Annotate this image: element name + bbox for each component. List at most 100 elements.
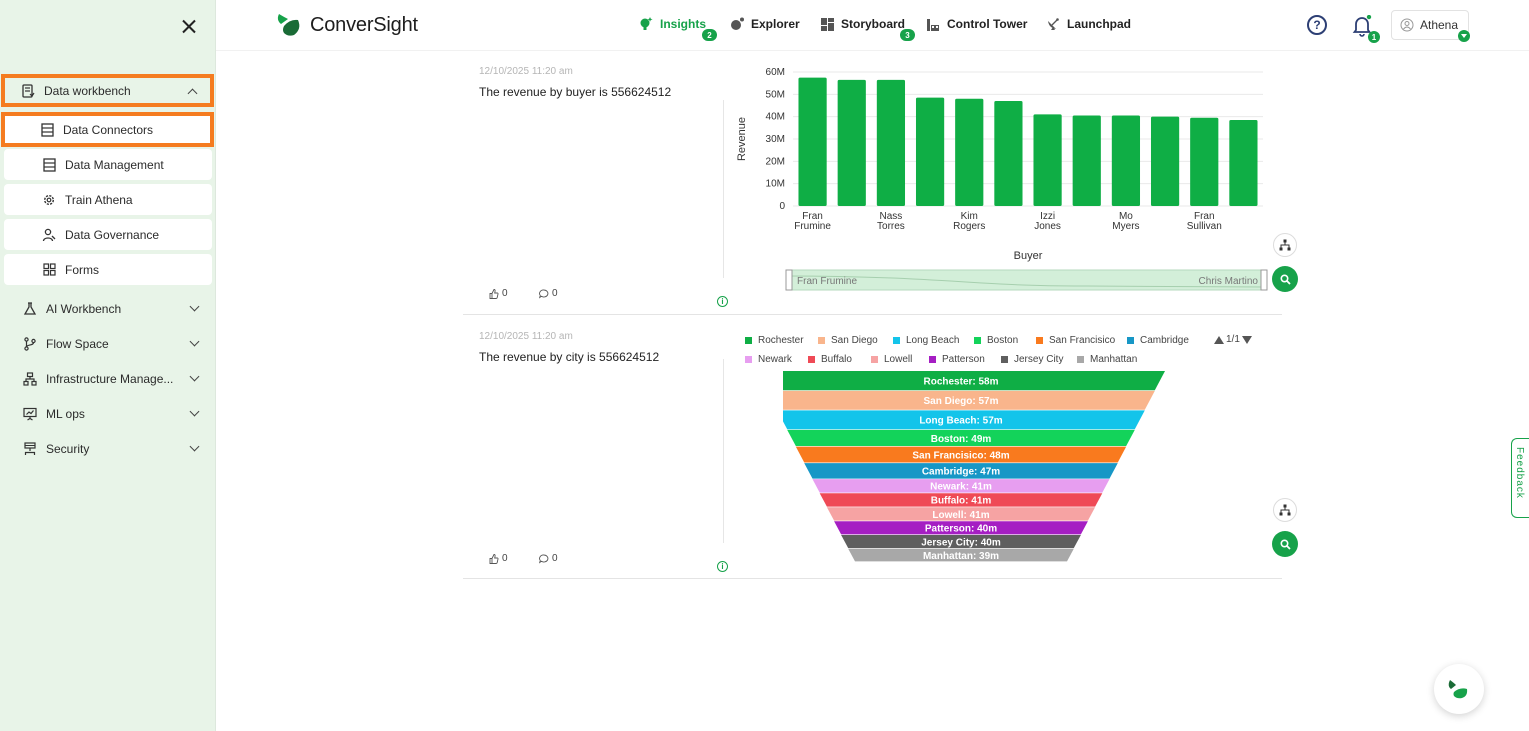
sidebar-item-train-athena[interactable]: Train Athena — [4, 184, 212, 215]
sidebar-group-infrastructure[interactable]: Infrastructure Manage... — [4, 364, 212, 394]
hierarchy-button[interactable] — [1273, 498, 1297, 522]
funnel-segment-11 — [848, 548, 1074, 562]
legend-swatch — [1127, 337, 1134, 344]
tab-storyboard[interactable]: Storyboard — [819, 16, 905, 32]
hierarchy-icon — [1279, 239, 1291, 251]
tab-label: Explorer — [751, 17, 800, 31]
info-icon[interactable]: i — [717, 296, 728, 307]
comment-button[interactable]: 0 — [539, 288, 558, 299]
feedback-tab[interactable]: Feedback — [1511, 438, 1529, 518]
legend-prev-icon[interactable] — [1214, 335, 1224, 344]
chevron-down-icon — [189, 301, 200, 312]
explorer-icon — [729, 16, 745, 32]
like-button[interactable]: 0 — [489, 553, 508, 564]
tower-icon — [925, 16, 941, 32]
bar-0 — [798, 77, 827, 206]
legend-item[interactable]: Lowell — [871, 354, 912, 365]
sidebar-item-label: Data Governance — [65, 227, 160, 242]
bar-1 — [837, 79, 866, 206]
funnel-segment-4 — [795, 446, 1127, 463]
legend-swatch — [1077, 356, 1084, 363]
legend-item[interactable]: Jersey City — [1001, 354, 1063, 365]
info-icon[interactable]: i — [717, 561, 728, 572]
legend-label: Patterson — [942, 354, 985, 365]
x-tick-label: Fran Sullivan — [1187, 211, 1222, 232]
conversight-logo-icon — [277, 14, 300, 36]
y-tick-label: 0 — [779, 201, 785, 212]
legend-page-indicator: 1/1 — [1226, 334, 1240, 345]
legend-label: Boston — [987, 335, 1019, 346]
tab-insights[interactable]: Insights — [638, 16, 706, 32]
legend-item[interactable]: Boston — [974, 335, 1018, 346]
presentation-chart-icon — [22, 407, 37, 422]
legend-item[interactable]: Newark — [745, 354, 792, 365]
legend-item[interactable]: Buffalo — [808, 354, 852, 365]
card-title: The revenue by city is 556624512 — [479, 350, 660, 364]
legend-item[interactable]: Rochester — [745, 335, 804, 346]
card-timestamp: 12/10/2025 11:20 am — [479, 66, 573, 77]
brand-logo[interactable]: ConverSight — [276, 12, 418, 38]
sidebar-group-security[interactable]: Security — [4, 434, 212, 464]
insights-count-badge: 2 — [702, 29, 717, 41]
sidebar-group-data-workbench[interactable]: Data workbench — [1, 74, 214, 107]
x-tick-label: Mo Myers — [1112, 211, 1139, 232]
legend-swatch — [1001, 356, 1008, 363]
notifications-bell-icon[interactable] — [1352, 14, 1372, 42]
legend-item[interactable]: San Diego — [818, 335, 878, 346]
database-icon — [40, 122, 54, 137]
legend-swatch — [974, 337, 981, 344]
revenue-by-city-funnel: Rochester: 58m San Diego: 57m Long Beach: … — [783, 371, 1165, 562]
sidebar-item-data-management[interactable]: Data Management — [4, 149, 212, 180]
funnel-segment-1 — [783, 390, 1155, 410]
sidebar-item-forms[interactable]: Forms — [4, 254, 212, 285]
chevron-down-icon — [189, 336, 200, 347]
hierarchy-button[interactable] — [1273, 233, 1297, 257]
network-icon — [22, 442, 37, 457]
x-axis-label: Buyer — [1014, 250, 1043, 262]
legend-item[interactable]: Long Beach — [893, 335, 959, 346]
user-menu[interactable]: Athena — [1391, 10, 1470, 42]
funnel-segment-3 — [787, 429, 1135, 447]
storyboard-count-badge: 3 — [900, 29, 915, 41]
tab-explorer[interactable]: Explorer — [729, 16, 800, 32]
legend-label: Manhattan — [1090, 354, 1138, 365]
legend-item[interactable]: Cambridge — [1127, 335, 1189, 346]
sidebar-item-data-connectors[interactable]: Data Connectors — [1, 112, 214, 147]
funnel-segment-0 — [783, 371, 1165, 391]
legend-item[interactable]: Manhattan — [1077, 354, 1137, 365]
tab-control-tower[interactable]: Control Tower — [925, 16, 1027, 32]
chevron-down-icon — [189, 371, 200, 382]
funnel-label: Newark: 41m — [930, 482, 992, 493]
comment-icon — [539, 554, 549, 564]
comment-button[interactable]: 0 — [539, 553, 558, 564]
funnel-label: Buffalo: 41m — [931, 496, 992, 507]
funnel-legend: Rochester San Diego Long Beach Boston San Fr… — [745, 333, 1265, 373]
zoom-search-button[interactable] — [1272, 531, 1298, 557]
funnel-label: Lowell: 41m — [932, 510, 989, 521]
sidebar-item-data-governance[interactable]: Data Governance — [4, 219, 212, 250]
sidebar-group-ml-ops[interactable]: ML ops — [4, 399, 212, 429]
legend-next-icon[interactable] — [1241, 335, 1252, 344]
close-icon[interactable] — [178, 16, 200, 38]
sidebar-group-flow-space[interactable]: Flow Space — [4, 329, 212, 359]
funnel-segment-10 — [841, 534, 1081, 549]
tab-launchpad[interactable]: Launchpad — [1045, 16, 1131, 32]
legend-label: San Diego — [831, 335, 878, 346]
tab-label: Insights — [660, 17, 707, 31]
funnel-segment-8 — [826, 507, 1096, 521]
zoom-search-button[interactable] — [1272, 266, 1298, 292]
like-button[interactable]: 0 — [489, 288, 508, 299]
funnel-label: Jersey City: 40m — [921, 537, 1001, 548]
sidebar-group-ai-workbench[interactable]: AI Workbench — [4, 294, 212, 324]
legend-item[interactable]: Patterson — [929, 354, 985, 365]
legend-item[interactable]: San Francisico — [1036, 335, 1115, 346]
y-tick-label: 60M — [766, 67, 785, 78]
sidebar-group-label: Flow Space — [46, 337, 109, 351]
thumbs-up-icon — [489, 553, 499, 564]
search-icon — [1279, 538, 1291, 550]
help-icon[interactable]: ? — [1307, 15, 1327, 35]
chevron-down-icon — [189, 406, 200, 417]
user-dropdown-caret-icon[interactable] — [1458, 30, 1470, 42]
chat-assistant-button[interactable] — [1434, 664, 1484, 714]
insight-card-revenue-by-buyer: 12/10/2025 11:20 am The revenue by buyer… — [463, 52, 1298, 315]
